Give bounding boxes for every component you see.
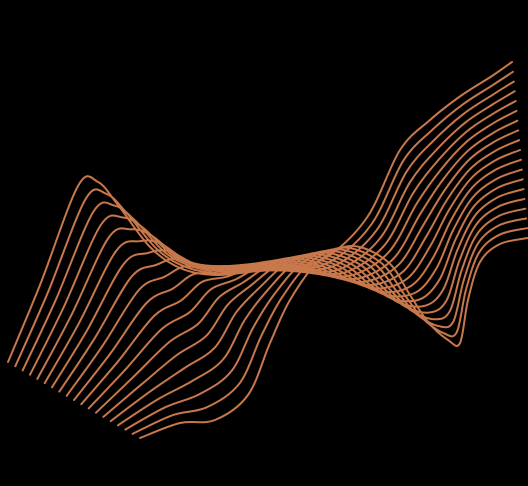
wave-line (95, 178, 524, 414)
wave-line (36, 100, 517, 380)
wave-line (51, 119, 519, 389)
wave-line (124, 217, 528, 431)
wave-line (117, 207, 527, 427)
wave-line (109, 197, 526, 423)
wave-line (65, 139, 521, 397)
wave-line (43, 109, 518, 385)
wave-line (87, 168, 523, 410)
wave-line (73, 149, 521, 401)
wave-line (58, 129, 520, 393)
wave-line (139, 237, 528, 439)
wave-line (80, 158, 522, 406)
wave-line (102, 188, 525, 418)
wave-line (131, 227, 528, 435)
